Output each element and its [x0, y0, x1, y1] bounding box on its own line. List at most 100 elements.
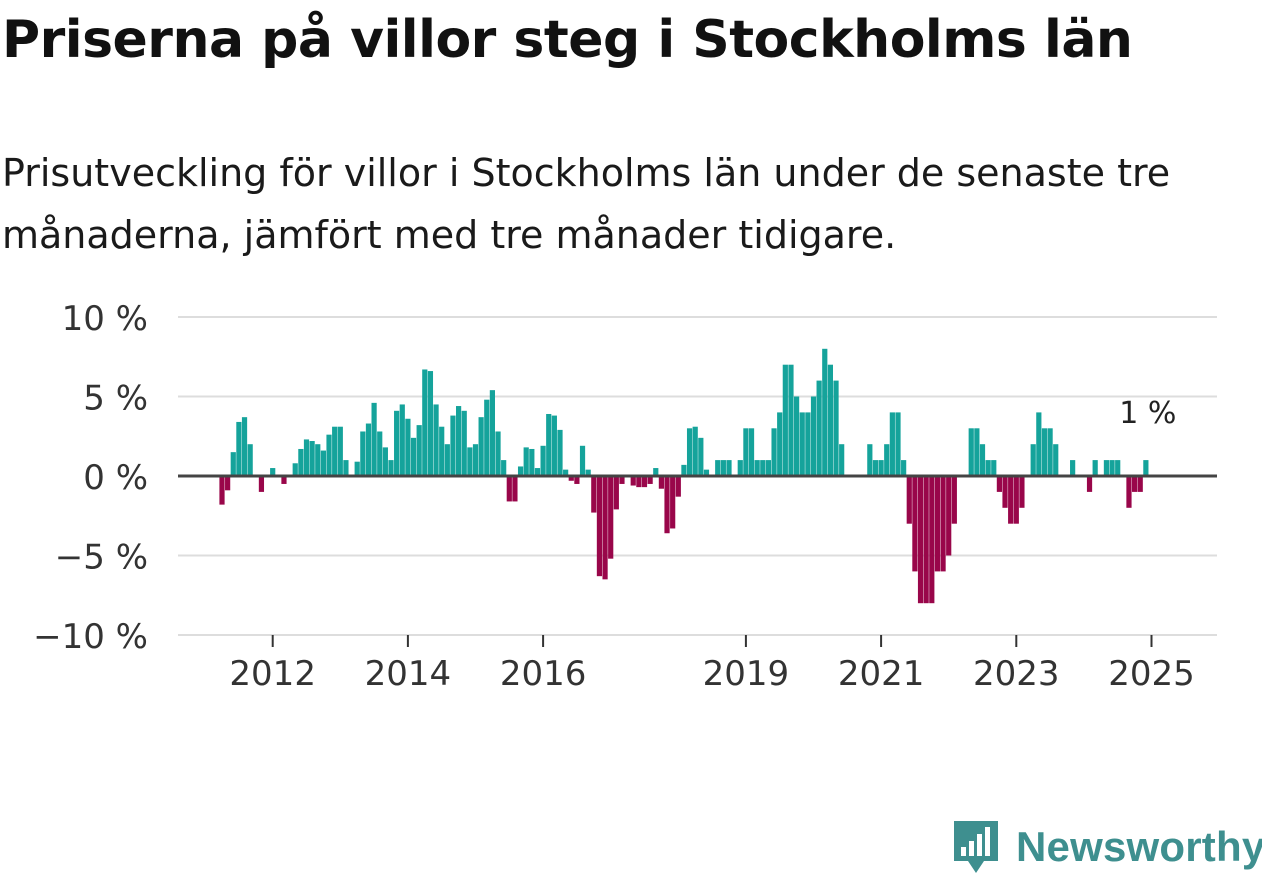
y-tick-label: 5 % — [83, 379, 148, 419]
bar — [303, 439, 310, 476]
brand-name: Newsworthy — [1016, 823, 1262, 870]
bar — [281, 476, 287, 484]
axis-labels: 10 % 5 % 0 % −5 % −10 % 2012 2014 2016 2019 2021 2… — [33, 299, 1195, 694]
bar — [568, 476, 574, 481]
bar — [760, 460, 766, 476]
bar — [1143, 460, 1149, 476]
bar — [636, 476, 642, 488]
bar — [456, 406, 462, 476]
bar — [534, 468, 541, 476]
x-tick-label: 2021 — [838, 654, 925, 694]
bar — [810, 396, 817, 476]
bar — [574, 476, 580, 484]
bar — [1053, 444, 1059, 476]
newsworthy-logo-icon — [954, 821, 998, 873]
bar — [1070, 460, 1076, 476]
bar — [653, 468, 659, 476]
bar — [416, 425, 422, 476]
bar — [833, 380, 839, 476]
bar — [1013, 476, 1019, 524]
x-tick-label: 2016 — [500, 654, 587, 694]
bar — [236, 421, 242, 476]
bar — [720, 460, 726, 476]
bar — [839, 444, 845, 476]
bar — [782, 364, 788, 476]
bar — [788, 364, 794, 476]
y-tick-label: 10 % — [62, 299, 148, 339]
bar — [1092, 460, 1098, 476]
bar — [501, 460, 507, 476]
bar — [405, 418, 411, 476]
bar — [506, 476, 512, 502]
x-tick-label: 2023 — [973, 654, 1060, 694]
bar — [557, 429, 563, 476]
bar — [794, 396, 800, 476]
bar — [315, 444, 321, 476]
x-tick-label: 2014 — [365, 654, 452, 694]
bar — [608, 476, 614, 559]
bar — [889, 412, 895, 476]
bar-chart: 10 % 5 % 0 % −5 % −10 % 2012 2014 2016 2019 2021 2… — [33, 299, 1217, 694]
newsworthy-logo: Newsworthy — [950, 818, 1262, 876]
bar — [602, 476, 608, 580]
bar — [906, 476, 912, 524]
bar — [343, 460, 349, 476]
bar — [292, 463, 298, 476]
bar — [529, 448, 535, 476]
chart-title: Priserna på villor steg i Stockholms län — [2, 10, 1133, 70]
bar — [394, 410, 400, 476]
bar — [686, 428, 693, 476]
bar — [872, 460, 879, 476]
bar — [974, 428, 980, 476]
bar — [399, 404, 405, 476]
bar — [748, 428, 755, 476]
bar — [1115, 460, 1121, 476]
y-tick-label: 0 % — [83, 458, 148, 498]
bar — [613, 476, 619, 510]
y-tick-label: −5 % — [55, 538, 148, 578]
bar — [225, 476, 231, 491]
bar — [912, 476, 918, 572]
bar — [461, 410, 467, 476]
bar — [1008, 476, 1014, 524]
bar — [1126, 476, 1132, 508]
bar — [337, 426, 343, 476]
bar — [805, 412, 811, 476]
bar-series — [219, 348, 1149, 604]
bar — [382, 447, 388, 476]
bar — [1036, 412, 1042, 476]
bar — [777, 412, 783, 476]
bar — [658, 476, 664, 489]
bar — [816, 380, 822, 476]
bar — [619, 476, 625, 484]
bar — [630, 476, 636, 486]
bar — [737, 460, 743, 476]
y-tick-label: −10 % — [33, 617, 148, 657]
axes — [178, 474, 1217, 647]
bar — [1132, 476, 1138, 492]
bar — [878, 460, 884, 476]
bar — [681, 464, 687, 476]
bar — [799, 412, 805, 476]
bar — [258, 476, 265, 492]
bar — [1002, 476, 1008, 508]
bar — [703, 469, 710, 476]
bar — [354, 461, 360, 476]
bar — [365, 423, 372, 476]
bar — [946, 476, 952, 556]
bar — [371, 402, 377, 476]
bar — [901, 460, 907, 476]
bar — [1086, 476, 1093, 492]
bar — [641, 476, 648, 488]
bar — [484, 399, 490, 476]
bar — [377, 431, 383, 476]
bar — [427, 371, 434, 476]
bar — [591, 476, 597, 513]
bar — [241, 417, 248, 476]
bar — [579, 445, 586, 476]
bar — [270, 468, 276, 476]
bar — [523, 447, 529, 476]
bar — [512, 476, 518, 502]
bar — [675, 476, 681, 497]
last-value-label: 1 % — [1119, 396, 1176, 431]
